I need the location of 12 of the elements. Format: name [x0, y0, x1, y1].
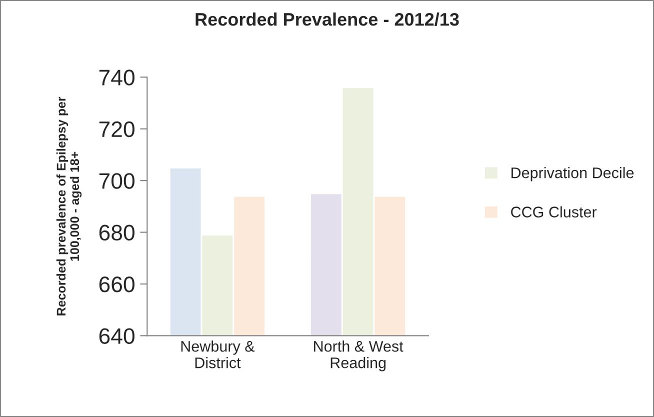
y-tick-label: 720 — [99, 121, 134, 138]
y-tick-label: 640 — [99, 328, 134, 344]
x-tick-label: Newbury & District — [181, 340, 255, 368]
y-tick-label: 660 — [99, 276, 134, 292]
x-tick-label: North & West Reading — [314, 340, 404, 372]
legend-label: Deprivation Decile — [512, 167, 634, 182]
y-axis-title: Recorded prevalence of Epilepsy per 100,000 - aged 18+ — [56, 96, 82, 316]
y-tick-label: 700 — [99, 173, 134, 189]
legend-label: CCG Cluster — [511, 206, 597, 218]
chart-title: Recorded Prevalence - 2012/13 — [196, 12, 459, 26]
y-tick-label: 740 — [99, 70, 134, 86]
y-tick-label: 680 — [99, 224, 134, 241]
